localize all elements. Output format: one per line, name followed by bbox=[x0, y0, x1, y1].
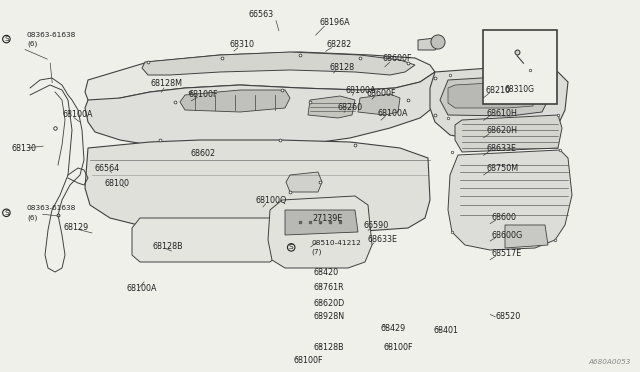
Text: (6): (6) bbox=[27, 214, 37, 221]
Text: 68196A: 68196A bbox=[320, 18, 351, 27]
Polygon shape bbox=[308, 96, 355, 118]
Text: 08363-61638: 08363-61638 bbox=[27, 32, 76, 38]
Text: 27139E: 27139E bbox=[312, 214, 342, 223]
Polygon shape bbox=[268, 196, 372, 268]
Polygon shape bbox=[85, 52, 435, 105]
Text: 68600G: 68600G bbox=[492, 231, 523, 240]
Text: 68260: 68260 bbox=[338, 103, 363, 112]
Bar bbox=[483, 30, 557, 104]
Text: 68420: 68420 bbox=[314, 268, 339, 277]
Text: 68100Q: 68100Q bbox=[256, 196, 287, 205]
Text: 68600F: 68600F bbox=[383, 54, 412, 63]
Text: 68620H: 68620H bbox=[486, 126, 517, 135]
Text: A680A0053: A680A0053 bbox=[588, 359, 630, 365]
Polygon shape bbox=[440, 76, 548, 116]
Text: 68100A: 68100A bbox=[346, 86, 376, 94]
Text: 08510-41212: 08510-41212 bbox=[312, 240, 362, 246]
Polygon shape bbox=[286, 172, 322, 192]
Text: 68128M: 68128M bbox=[150, 79, 182, 88]
Polygon shape bbox=[85, 140, 430, 235]
Text: (7): (7) bbox=[312, 249, 322, 256]
Text: 68517E: 68517E bbox=[492, 249, 522, 258]
Polygon shape bbox=[132, 218, 278, 262]
Polygon shape bbox=[505, 225, 548, 248]
Text: 68600: 68600 bbox=[492, 213, 516, 222]
Polygon shape bbox=[455, 115, 562, 152]
Polygon shape bbox=[448, 82, 535, 108]
Text: 68100F: 68100F bbox=[189, 90, 218, 99]
Polygon shape bbox=[85, 72, 435, 148]
Polygon shape bbox=[430, 68, 568, 140]
Text: 68128: 68128 bbox=[330, 63, 355, 72]
Text: 68401: 68401 bbox=[434, 326, 459, 335]
Text: S: S bbox=[4, 36, 9, 42]
Text: 68282: 68282 bbox=[326, 40, 351, 49]
Polygon shape bbox=[418, 38, 440, 50]
Text: 68100F: 68100F bbox=[293, 356, 323, 365]
Text: 68600F: 68600F bbox=[367, 89, 396, 98]
Text: 68310: 68310 bbox=[229, 40, 254, 49]
Text: 68100A: 68100A bbox=[63, 110, 93, 119]
Text: (6): (6) bbox=[27, 41, 37, 47]
Text: 68310G: 68310G bbox=[505, 85, 534, 94]
Text: 08363-61638: 08363-61638 bbox=[27, 205, 76, 211]
Text: 68129: 68129 bbox=[64, 223, 89, 232]
Text: 68620D: 68620D bbox=[314, 299, 345, 308]
Text: S: S bbox=[289, 244, 294, 250]
Text: 68602: 68602 bbox=[191, 149, 216, 158]
Polygon shape bbox=[142, 52, 415, 75]
Text: 68429: 68429 bbox=[381, 324, 406, 333]
Text: 68100A: 68100A bbox=[127, 284, 157, 293]
Text: 68633E: 68633E bbox=[368, 235, 398, 244]
Text: 68928N: 68928N bbox=[314, 312, 345, 321]
Text: 68128B: 68128B bbox=[152, 242, 183, 251]
Text: S: S bbox=[4, 210, 9, 216]
Text: 68633E: 68633E bbox=[486, 144, 516, 153]
Text: 68750M: 68750M bbox=[486, 164, 518, 173]
Text: 66563: 66563 bbox=[248, 10, 273, 19]
Polygon shape bbox=[180, 90, 290, 112]
Text: 68100F: 68100F bbox=[384, 343, 413, 352]
Text: 66564: 66564 bbox=[95, 164, 120, 173]
Text: 68520: 68520 bbox=[496, 312, 521, 321]
Text: 68610H: 68610H bbox=[486, 109, 517, 118]
Text: 66590: 66590 bbox=[364, 221, 388, 230]
Text: 68100A: 68100A bbox=[378, 109, 408, 118]
Polygon shape bbox=[448, 150, 572, 250]
Text: 68128B: 68128B bbox=[314, 343, 344, 352]
Text: 68210: 68210 bbox=[485, 86, 510, 94]
Text: 68761R: 68761R bbox=[314, 283, 344, 292]
Polygon shape bbox=[285, 210, 358, 235]
Ellipse shape bbox=[431, 35, 445, 49]
Text: 68130: 68130 bbox=[12, 144, 36, 153]
Text: 68100: 68100 bbox=[104, 179, 129, 187]
Polygon shape bbox=[358, 94, 400, 115]
